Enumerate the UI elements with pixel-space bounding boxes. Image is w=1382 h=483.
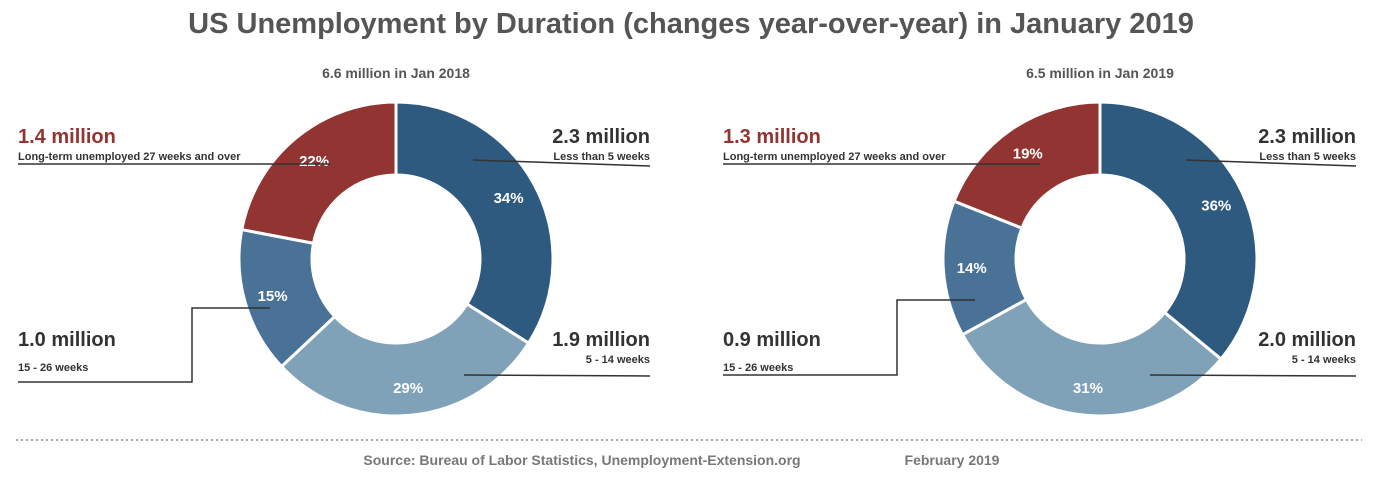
leader-line-5-14-weeks bbox=[463, 374, 651, 377]
chart-title: US Unemployment by Duration (changes yea… bbox=[188, 8, 1194, 40]
amount-label-5-14-weeks: 1.9 million bbox=[552, 329, 650, 351]
amount-label-15-26-weeks: 0.9 million bbox=[723, 329, 821, 351]
category-label-27-weeks-and-over: Long-term unemployed 27 weeks and over bbox=[723, 151, 946, 163]
slice-5-14-weeks bbox=[960, 297, 1224, 418]
category-label-less-than-5-weeks: Less than 5 weeks bbox=[1259, 151, 1356, 163]
amount-label-27-weeks-and-over: 1.3 million bbox=[723, 126, 821, 148]
percent-label-15-26-weeks: 14% bbox=[957, 260, 987, 277]
category-label-5-14-weeks: 5 - 14 weeks bbox=[586, 354, 650, 366]
slice-5-14-weeks bbox=[279, 301, 531, 418]
category-label-15-26-weeks: 15 - 26 weeks bbox=[723, 362, 793, 374]
percent-label-less-than-5-weeks: 36% bbox=[1201, 197, 1231, 214]
percent-label-27-weeks-and-over: 22% bbox=[299, 153, 329, 170]
donut-chart-2: 6.5 million in Jan 2019 36% 2.3 million Les… bbox=[723, 65, 1357, 418]
donut-subtitle: 6.5 million in Jan 2019 bbox=[1026, 65, 1174, 81]
amount-label-less-than-5-weeks: 2.3 million bbox=[552, 126, 650, 148]
leader-line-15-26-weeks bbox=[723, 299, 975, 376]
leader-line-15-26-weeks bbox=[18, 307, 270, 383]
leader-line-less-than-5-weeks bbox=[472, 159, 651, 167]
slice-27-weeks-and-over bbox=[952, 100, 1102, 231]
amount-label-5-14-weeks: 2.0 million bbox=[1258, 329, 1356, 351]
category-label-less-than-5-weeks: Less than 5 weeks bbox=[553, 151, 650, 163]
category-label-5-14-weeks: 5 - 14 weeks bbox=[1292, 354, 1356, 366]
amount-label-27-weeks-and-over: 1.4 million bbox=[18, 126, 116, 148]
percent-label-less-than-5-weeks: 34% bbox=[494, 190, 524, 207]
category-label-15-26-weeks: 15 - 26 weeks bbox=[18, 362, 88, 374]
amount-label-15-26-weeks: 1.0 million bbox=[18, 329, 116, 351]
footer-date: February 2019 bbox=[905, 452, 1000, 468]
category-label-27-weeks-and-over: Long-term unemployed 27 weeks and over bbox=[18, 151, 241, 163]
percent-label-15-26-weeks: 15% bbox=[258, 288, 288, 305]
percent-label-27-weeks-and-over: 19% bbox=[1013, 146, 1043, 163]
percent-label-5-14-weeks: 29% bbox=[393, 380, 423, 397]
slice-27-weeks-and-over bbox=[240, 100, 398, 246]
amount-label-less-than-5-weeks: 2.3 million bbox=[1258, 126, 1356, 148]
donut-subtitle: 6.6 million in Jan 2018 bbox=[322, 65, 470, 81]
source-note: Source: Bureau of Labor Statistics, Unem… bbox=[363, 452, 800, 468]
slice-less-than-5-weeks bbox=[394, 100, 555, 346]
slice-less-than-5-weeks bbox=[1098, 100, 1259, 362]
leader-line-5-14-weeks bbox=[1149, 374, 1357, 377]
donut-charts: 6.6 million in Jan 2018 34% 2.3 million Les… bbox=[18, 65, 1357, 418]
donut-chart-1: 6.6 million in Jan 2018 34% 2.3 million Les… bbox=[18, 65, 651, 418]
percent-label-5-14-weeks: 31% bbox=[1073, 380, 1103, 397]
leader-line-less-than-5-weeks bbox=[1185, 159, 1357, 167]
